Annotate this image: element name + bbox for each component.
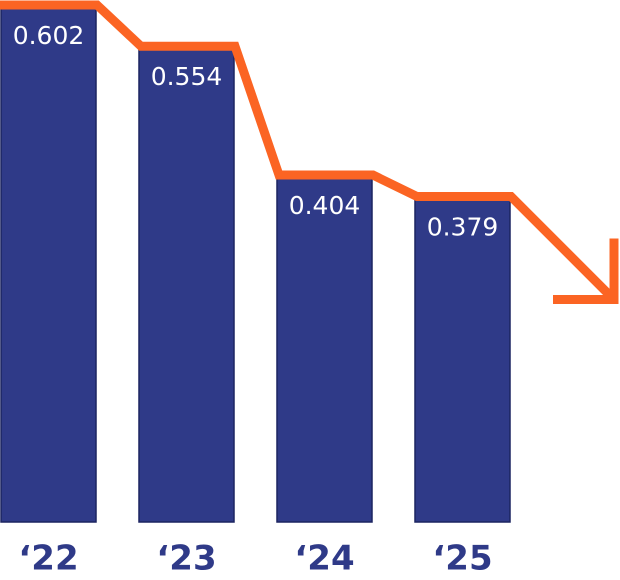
value-label: 0.404 [289, 191, 361, 220]
bar [0, 4, 97, 523]
x-tick-label: ‘24 [294, 539, 354, 579]
bar [414, 195, 511, 523]
x-tick-label: ‘22 [18, 539, 78, 579]
trend-arrowhead [553, 238, 619, 305]
x-tick-label: ‘25 [432, 539, 492, 579]
value-label: 0.602 [13, 21, 85, 50]
bar [276, 174, 373, 523]
bar [138, 45, 235, 523]
x-tick-label: ‘23 [156, 539, 216, 579]
trend-line [0, 0, 614, 299]
value-label: 0.379 [427, 213, 499, 242]
value-label: 0.554 [151, 62, 223, 91]
